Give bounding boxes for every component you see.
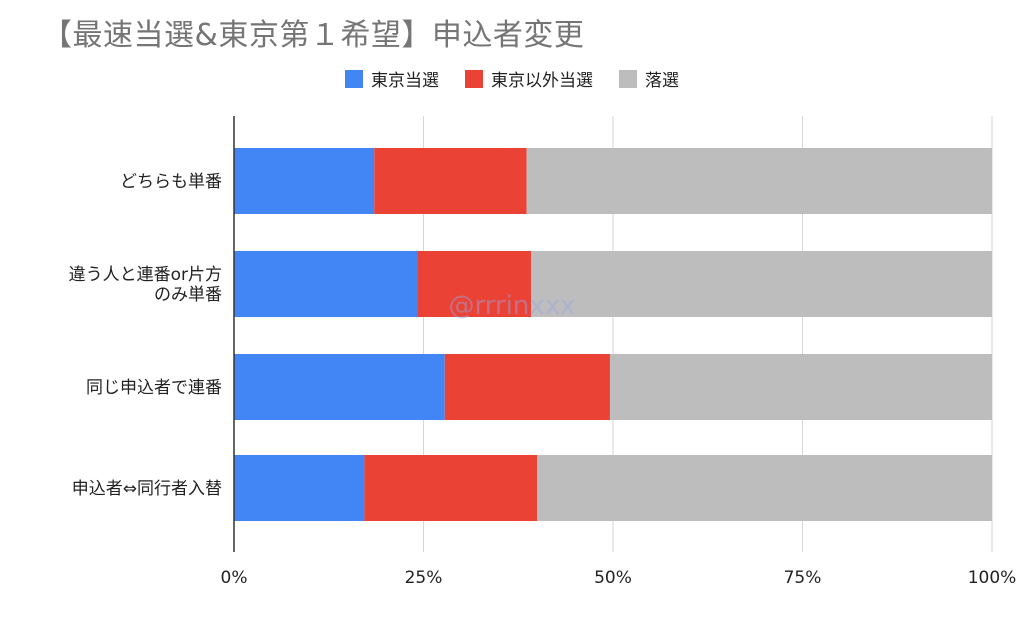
- legend: 東京当選 東京以外当選 落選: [0, 66, 1024, 91]
- bar-segment: [234, 148, 375, 214]
- legend-item-lose: 落選: [619, 66, 679, 91]
- category-label: のみ単番: [154, 285, 222, 305]
- bar-segment: [537, 455, 992, 521]
- bar-segment: [531, 251, 992, 317]
- x-tick-label: 100%: [968, 568, 1017, 588]
- legend-swatch: [345, 69, 363, 88]
- bar-segment: [444, 354, 610, 420]
- x-tick-label: 75%: [784, 568, 822, 588]
- x-tick-label: 25%: [405, 568, 443, 588]
- watermark-text: @rrrinxxx: [448, 291, 575, 321]
- legend-swatch: [465, 69, 483, 88]
- bar-segment: [417, 251, 532, 317]
- bar-segment: [234, 251, 418, 317]
- category-label: 同じ申込者で連番: [86, 378, 222, 398]
- bar-segment: [234, 455, 365, 521]
- legend-label: 落選: [645, 71, 679, 91]
- chart-title: 【最速当選&東京第１希望】申込者変更: [42, 18, 585, 53]
- category-label: 申込者⇔同行者入替: [72, 479, 222, 499]
- legend-label: 東京当選: [371, 71, 439, 91]
- x-tick-label: 50%: [594, 568, 632, 588]
- legend-item-other-win: 東京以外当選: [465, 66, 593, 91]
- legend-label: 東京以外当選: [491, 71, 593, 91]
- legend-swatch: [619, 69, 637, 88]
- bar-segment: [609, 354, 992, 420]
- bar-segment: [234, 354, 445, 420]
- category-label: どちらも単番: [120, 172, 222, 192]
- legend-item-tokyo-win: 東京当選: [345, 66, 439, 91]
- bar-segment: [374, 148, 527, 214]
- bar-segment: [364, 455, 538, 521]
- x-tick-label: 0%: [221, 568, 248, 588]
- bar-segment: [526, 148, 992, 214]
- category-label: 違う人と連番or片方: [69, 265, 222, 285]
